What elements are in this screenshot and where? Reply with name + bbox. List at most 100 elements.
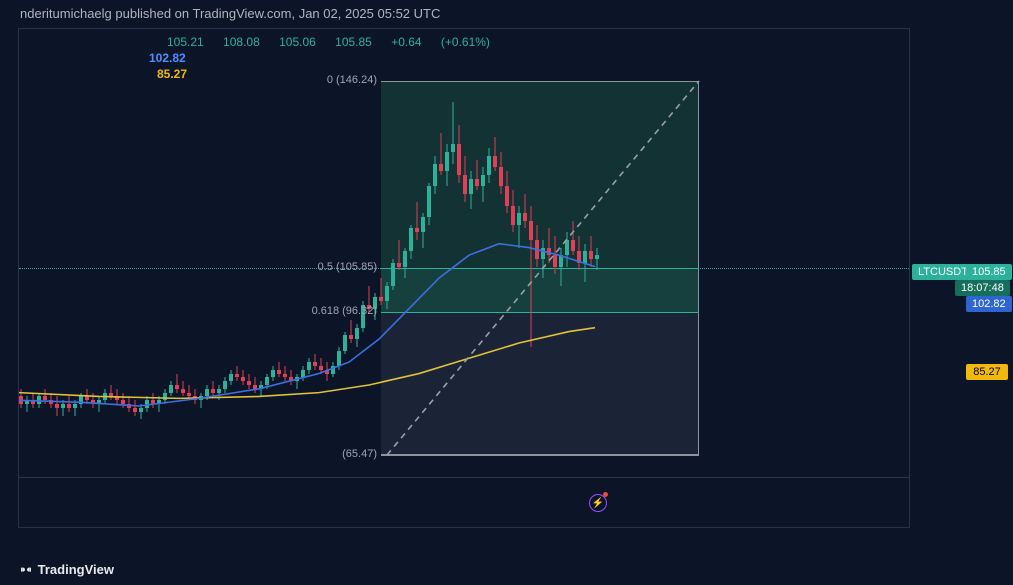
price-axis-tag: LTCUSDT [912, 264, 974, 280]
candle [37, 29, 41, 477]
brand-text: TradingView [38, 562, 114, 577]
candle [325, 29, 329, 477]
candle [43, 29, 47, 477]
price-axis-tag: 105.85 [966, 264, 1012, 280]
candle [187, 29, 191, 477]
candle [415, 29, 419, 477]
candle [277, 29, 281, 477]
candle [565, 29, 569, 477]
candle [421, 29, 425, 477]
indicator-panel[interactable] [19, 477, 909, 529]
price-axis-tag: 85.27 [966, 364, 1008, 380]
candle [571, 29, 575, 477]
candle [589, 29, 593, 477]
candle [97, 29, 101, 477]
fib-level-label: (65.47) [291, 448, 377, 460]
candle [193, 29, 197, 477]
candle [397, 29, 401, 477]
candle [109, 29, 113, 477]
candle [115, 29, 119, 477]
candle [139, 29, 143, 477]
candle [85, 29, 89, 477]
candle [583, 29, 587, 477]
candle [163, 29, 167, 477]
candle [169, 29, 173, 477]
candle [343, 29, 347, 477]
candle [229, 29, 233, 477]
price-axis-tag: 18:07:48 [955, 280, 1010, 296]
candle [55, 29, 59, 477]
candle [289, 29, 293, 477]
fib-level-label: 0.618 (96.32) [291, 305, 377, 317]
candle [121, 29, 125, 477]
candle [31, 29, 35, 477]
tradingview-brand: ⁍⁌ TradingView [20, 562, 114, 577]
fib-level-label: 0 (146.24) [291, 74, 377, 86]
candle [91, 29, 95, 477]
candle [301, 29, 305, 477]
candle [517, 29, 521, 477]
candle [205, 29, 209, 477]
candle [427, 29, 431, 477]
candle [523, 29, 527, 477]
candle [361, 29, 365, 477]
candle [577, 29, 581, 477]
candle [445, 29, 449, 477]
candle [463, 29, 467, 477]
fib-level-label: 0.5 (105.85) [291, 261, 377, 273]
candle [253, 29, 257, 477]
candle [337, 29, 341, 477]
tradingview-logo-icon: ⁍⁌ [20, 563, 32, 577]
candle [451, 29, 455, 477]
candle [391, 29, 395, 477]
candle [403, 29, 407, 477]
candle [235, 29, 239, 477]
candle [493, 29, 497, 477]
candle [73, 29, 77, 477]
candle [157, 29, 161, 477]
candle [469, 29, 473, 477]
candle [61, 29, 65, 477]
candle [379, 29, 383, 477]
candle [259, 29, 263, 477]
candle [199, 29, 203, 477]
candle [541, 29, 545, 477]
chart-area[interactable]: 105.21 108.08 105.06 105.85 +0.64 (+0.61… [18, 28, 910, 528]
candle [457, 29, 461, 477]
candle [529, 29, 533, 477]
candle [535, 29, 539, 477]
candle [319, 29, 323, 477]
candle [25, 29, 29, 477]
candle [385, 29, 389, 477]
candle [19, 29, 23, 477]
candle [307, 29, 311, 477]
candle [475, 29, 479, 477]
candle [271, 29, 275, 477]
candle [79, 29, 83, 477]
candle [367, 29, 371, 477]
candle [553, 29, 557, 477]
candle [181, 29, 185, 477]
candle [349, 29, 353, 477]
candle [247, 29, 251, 477]
candle [241, 29, 245, 477]
alert-dot-icon [603, 492, 608, 497]
candle [355, 29, 359, 477]
candle [433, 29, 437, 477]
candle [511, 29, 515, 477]
candle [505, 29, 509, 477]
candle [439, 29, 443, 477]
candle [481, 29, 485, 477]
publish-info: nderitumichaelg published on TradingView… [20, 6, 440, 21]
candle [373, 29, 377, 477]
candle [103, 29, 107, 477]
candle [67, 29, 71, 477]
price-axis-tag: 102.82 [966, 296, 1012, 312]
candle [175, 29, 179, 477]
candle [145, 29, 149, 477]
candle [313, 29, 317, 477]
candle [49, 29, 53, 477]
candle [133, 29, 137, 477]
candle [265, 29, 269, 477]
candle [295, 29, 299, 477]
